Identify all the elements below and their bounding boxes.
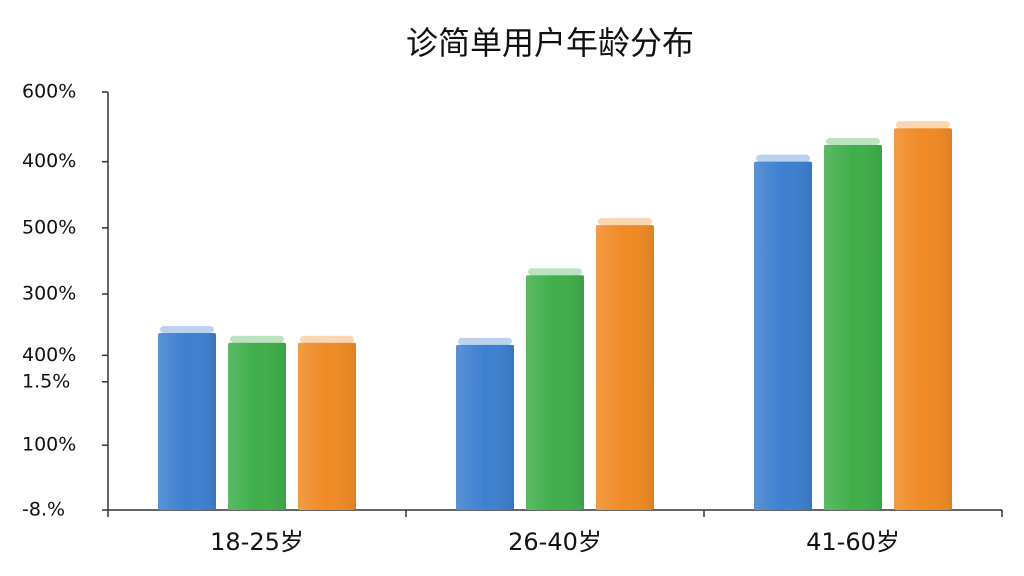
bar-shine xyxy=(824,144,882,511)
bar-shine xyxy=(894,128,952,510)
y-tick-label: 600% xyxy=(22,81,76,103)
x-tick-label: 26-40岁 xyxy=(508,528,602,556)
bar-shine xyxy=(158,333,216,510)
y-tick-label: -8.% xyxy=(22,499,65,521)
bar-cap xyxy=(458,337,512,345)
bar-cap xyxy=(756,154,810,162)
x-tick-label: 41-60岁 xyxy=(806,528,900,556)
bar-shine xyxy=(596,225,654,510)
bar-shine xyxy=(754,161,812,510)
y-tick-label: 300% xyxy=(22,283,76,305)
bar-cap xyxy=(598,218,652,226)
bar-cap xyxy=(896,121,950,129)
bar-cap xyxy=(160,326,214,334)
x-tick-label: 18-25岁 xyxy=(210,528,304,556)
bar-shine xyxy=(526,275,584,510)
bar-shine xyxy=(228,342,286,510)
bar-cap xyxy=(528,268,582,276)
bar-cap xyxy=(300,335,354,343)
y-tick-label: 1.5% xyxy=(22,370,70,392)
y-tick-label: 500% xyxy=(22,216,76,238)
y-tick-label: 400% xyxy=(22,344,76,366)
chart-title: 诊简单用户年龄分布 xyxy=(406,24,694,62)
y-tick-label: 400% xyxy=(22,150,76,172)
bar-shine xyxy=(456,344,514,510)
bar-shine xyxy=(298,342,356,510)
y-tick-label: 100% xyxy=(22,434,76,456)
bar-cap xyxy=(230,335,284,343)
bar-cap xyxy=(826,137,880,145)
